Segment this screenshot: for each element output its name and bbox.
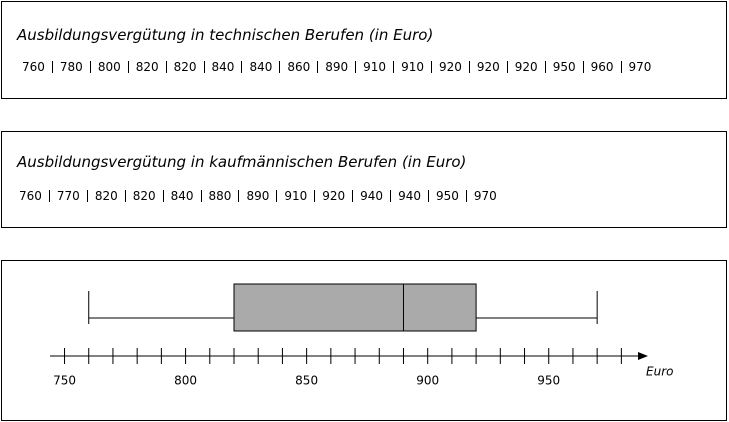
x-tick-label: 750 [53, 374, 76, 388]
value: 920 [506, 61, 545, 73]
value: 780 [51, 61, 90, 73]
value: 860 [279, 61, 317, 73]
value: 920 [468, 61, 507, 73]
value: 820 [86, 190, 125, 202]
value: 910 [393, 61, 431, 73]
panel: Ausbildungsvergütung in technischen Beru… [1, 1, 727, 99]
value: 940 [352, 190, 390, 202]
value: 950 [427, 190, 466, 202]
value: 960 [582, 61, 621, 73]
value: 910 [276, 190, 314, 202]
axis-arrow [638, 352, 648, 360]
value: 820 [165, 61, 204, 73]
value: 950 [544, 61, 583, 73]
value-list: 760 780 800 820 820 840 840 860 890 910 910 920 920 9… [22, 61, 658, 73]
value: 770 [48, 190, 87, 202]
value: 890 [317, 61, 355, 73]
x-tick-label: 850 [295, 374, 318, 388]
value: 970 [465, 190, 504, 202]
value: 890 [238, 190, 276, 202]
value: 840 [203, 61, 242, 73]
value: 920 [314, 190, 352, 202]
value: 840 [162, 190, 201, 202]
value: 760 [22, 60, 45, 74]
x-tick-label: 800 [174, 374, 197, 388]
value: 920 [430, 61, 469, 73]
box [233, 283, 477, 332]
value: 970 [620, 61, 659, 73]
value: 880 [200, 190, 239, 202]
value: 910 [355, 61, 393, 73]
panel [1, 260, 727, 421]
value-list: 760 770 820 820 840 880 890 910 920 940 940 950 970 [19, 190, 504, 202]
x-tick-label: 950 [537, 374, 560, 388]
value: 820 [127, 61, 166, 73]
value: 840 [241, 61, 279, 73]
value: 800 [89, 61, 128, 73]
panel-title: Ausbildungsvergütung in kaufmännischen B… [17, 153, 467, 171]
panel-title: Ausbildungsvergütung in technischen Beru… [17, 26, 434, 44]
value: 760 [19, 189, 42, 203]
value: 940 [390, 190, 428, 202]
x-axis-label: Euro [646, 365, 673, 379]
x-tick-label: 900 [416, 374, 439, 388]
value: 820 [124, 190, 163, 202]
panel: Ausbildungsvergütung in kaufmännischen B… [1, 131, 727, 228]
